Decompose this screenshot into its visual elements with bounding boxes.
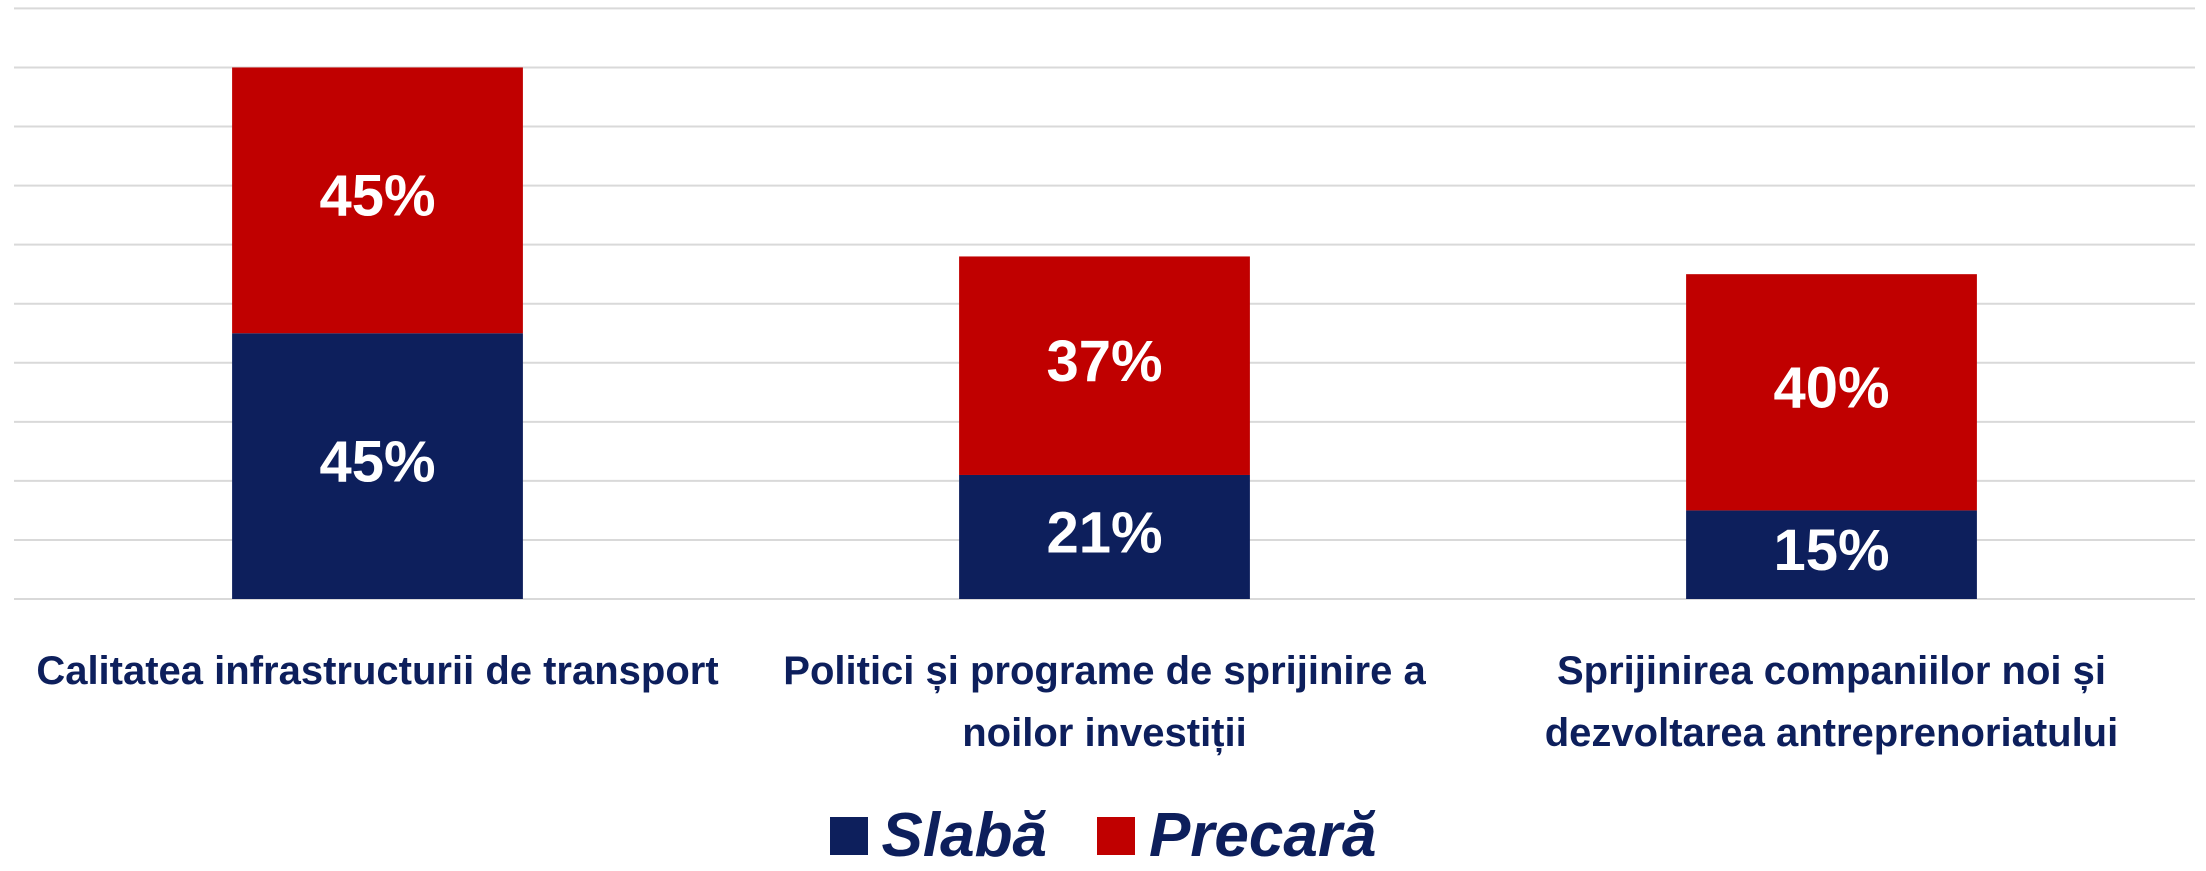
data-label: 15% [1773,518,1889,583]
data-label: 40% [1773,356,1889,421]
data-label: 21% [1046,500,1162,565]
legend-item: Precară [1096,800,1377,871]
bar-segment [959,474,1250,599]
legend: Slabă Precară [0,800,2206,871]
bar-segment [232,67,523,334]
data-label: 45% [319,429,435,494]
legend-swatch [1096,816,1135,855]
legend-label: Slabă [881,801,1047,870]
x-tick-label: Calitatea infrastructurii de transport [36,649,719,693]
bar-segment [1686,274,1977,511]
bar-segment [959,256,1250,475]
bar-segment [232,333,523,599]
x-tick-label: Politici și programe de sprijinire a noi… [783,649,1426,755]
legend-swatch [829,816,868,855]
x-tick-label: Sprijinirea companiilor noi și dezvoltar… [1544,649,2119,755]
data-label: 45% [319,164,435,229]
bar-segment [1686,510,1977,599]
legend-label: Precară [1148,801,1377,870]
legend-item: Slabă [829,800,1047,871]
data-label: 37% [1046,329,1162,394]
